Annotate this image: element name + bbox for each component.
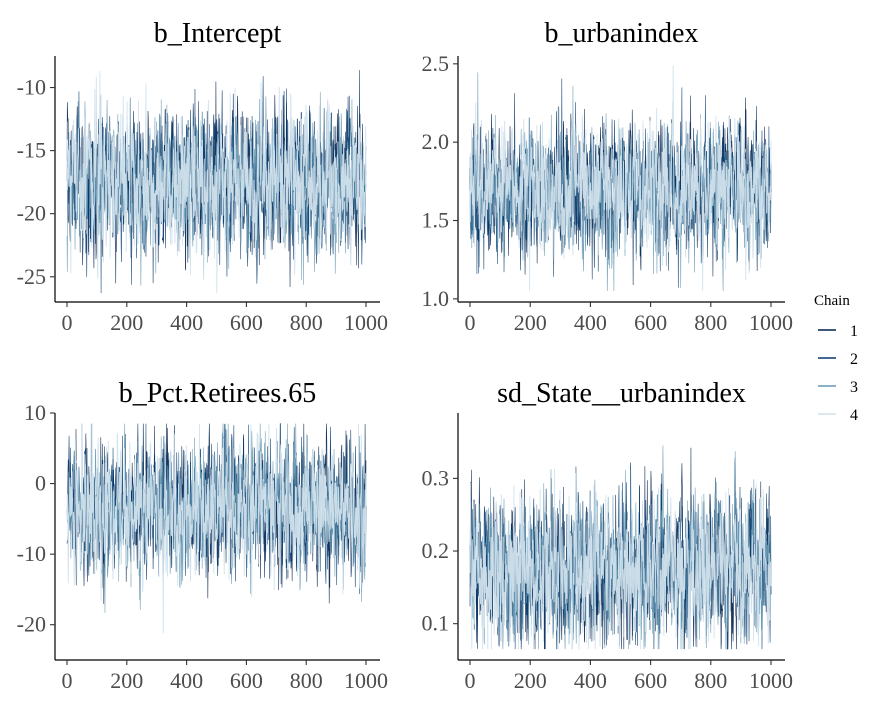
legend-label-chain-3: 3 xyxy=(850,379,858,396)
x-tick-label: 600 xyxy=(634,310,667,335)
panel-title: b_Pct.Retirees.65 xyxy=(119,378,317,409)
legend-label-chain-1: 1 xyxy=(850,323,858,340)
x-tick-label: 400 xyxy=(170,310,203,335)
x-tick-label: 400 xyxy=(574,668,607,693)
y-tick-label: -20 xyxy=(17,612,46,637)
trace-panel-4: sd_State__urbanindex 0.1 0.2 0.3 0 200 400 600 8… xyxy=(422,378,794,693)
y-tick-label: 0 xyxy=(35,471,46,496)
x-tick-label: 800 xyxy=(290,310,323,335)
y-tick-label: 10 xyxy=(24,400,46,425)
x-tick-label: 800 xyxy=(694,668,727,693)
x-tick-label: 200 xyxy=(514,668,547,693)
x-tick-label: 200 xyxy=(110,668,143,693)
y-tick-label: -15 xyxy=(17,138,46,163)
trace-panel-2: b_urbanindex 1.0 1.5 2.0 2.5 0 200 400 600 800 100… xyxy=(422,18,794,335)
y-tick-label: 0.1 xyxy=(422,611,450,636)
trace-line-chain-4 xyxy=(66,423,367,634)
trace-line-chain-4 xyxy=(469,65,772,292)
x-tick-label: 800 xyxy=(290,668,323,693)
y-tick-label: 2.5 xyxy=(422,51,450,76)
x-tick-label: 0 xyxy=(465,668,476,693)
legend-label-chain-2: 2 xyxy=(850,351,858,368)
legend-title: Chain xyxy=(814,293,850,309)
x-tick-label: 600 xyxy=(230,668,263,693)
x-tick-label: 800 xyxy=(694,310,727,335)
x-tick-label: 600 xyxy=(230,310,263,335)
legend-label-chain-4: 4 xyxy=(850,407,858,424)
panel-title: b_Intercept xyxy=(154,18,282,49)
x-tick-label: 400 xyxy=(170,668,203,693)
x-tick-label: 0 xyxy=(62,668,73,693)
x-tick-label: 0 xyxy=(465,310,476,335)
x-tick-label: 400 xyxy=(574,310,607,335)
y-tick-label: -20 xyxy=(17,201,46,226)
x-tick-label: 0 xyxy=(62,310,73,335)
y-tick-label: 1.5 xyxy=(422,208,450,233)
y-tick-label: 0.3 xyxy=(422,465,450,490)
y-tick-label: 1.0 xyxy=(422,286,450,311)
trace-line-chain-4 xyxy=(469,468,772,650)
y-tick-label: -10 xyxy=(17,541,46,566)
x-tick-label: 1000 xyxy=(749,310,793,335)
y-tick-label: 0.2 xyxy=(422,538,450,563)
x-tick-label: 1000 xyxy=(344,668,388,693)
x-tick-label: 600 xyxy=(634,668,667,693)
x-tick-label: 200 xyxy=(514,310,547,335)
x-tick-label: 200 xyxy=(110,310,143,335)
y-tick-label: -10 xyxy=(17,75,46,100)
trace-line-chain-4 xyxy=(66,71,367,294)
y-tick-label: -25 xyxy=(17,264,46,289)
trace-panel-1: b_Intercept -25 -20 -15 -10 0 200 400 600 800 1000 xyxy=(17,18,388,335)
panel-title: b_urbanindex xyxy=(545,18,699,49)
panel-title: sd_State__urbanindex xyxy=(497,378,746,409)
y-tick-label: 2.0 xyxy=(422,129,450,154)
x-tick-label: 1000 xyxy=(344,310,388,335)
x-tick-label: 1000 xyxy=(749,668,793,693)
